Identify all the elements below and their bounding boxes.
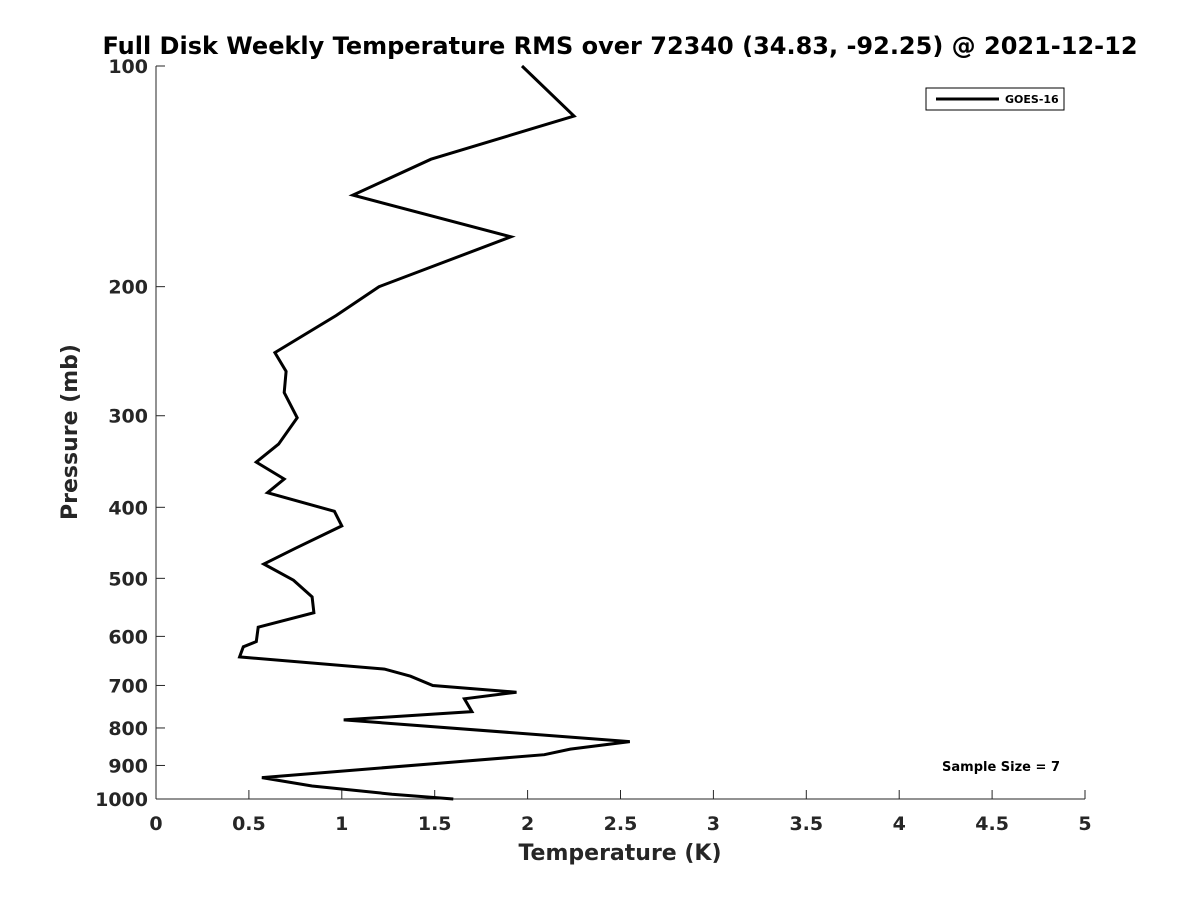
legend-label-goes-16: GOES-16 bbox=[1005, 93, 1059, 106]
y-tick-label: 900 bbox=[108, 755, 148, 777]
x-tick-label: 5 bbox=[1078, 813, 1091, 835]
x-tick-label: 1.5 bbox=[418, 813, 452, 835]
plot-area bbox=[237, 64, 630, 801]
x-axis-label: Temperature (K) bbox=[518, 841, 721, 866]
x-tick-label: 1 bbox=[335, 813, 348, 835]
x-tick-label: 2.5 bbox=[604, 813, 638, 835]
chart-title: Full Disk Weekly Temperature RMS over 72… bbox=[102, 32, 1137, 60]
y-tick-label: 500 bbox=[108, 568, 148, 590]
x-tick-label: 0.5 bbox=[232, 813, 266, 835]
sample-size-annotation: Sample Size = 7 bbox=[942, 760, 1060, 775]
x-tick-label: 4.5 bbox=[975, 813, 1009, 835]
y-tick-label: 800 bbox=[108, 718, 148, 740]
x-tick-label: 0 bbox=[149, 813, 162, 835]
y-tick-label: 600 bbox=[108, 626, 148, 648]
plot-axes: 0 0.5 1 1.5 2 2.5 3 3.5 4 4.5 5 100 200 300 400 500 600 7… bbox=[95, 56, 1092, 835]
y-tick-label: 200 bbox=[108, 277, 148, 299]
y-axis-label: Pressure (mb) bbox=[58, 344, 83, 520]
x-tick-label: 2 bbox=[521, 813, 534, 835]
x-tick-label: 3 bbox=[707, 813, 720, 835]
y-tick-label: 400 bbox=[108, 497, 148, 519]
x-tick-label: 3.5 bbox=[789, 813, 823, 835]
series-line-goes-16 bbox=[237, 64, 630, 801]
y-tick-label: 100 bbox=[108, 56, 148, 78]
y-tick-label: 300 bbox=[108, 406, 148, 428]
y-tick-label: 700 bbox=[108, 675, 148, 697]
legend: GOES-16 bbox=[925, 87, 1065, 111]
x-tick-label: 4 bbox=[893, 813, 906, 835]
y-tick-label: 1000 bbox=[95, 789, 148, 811]
